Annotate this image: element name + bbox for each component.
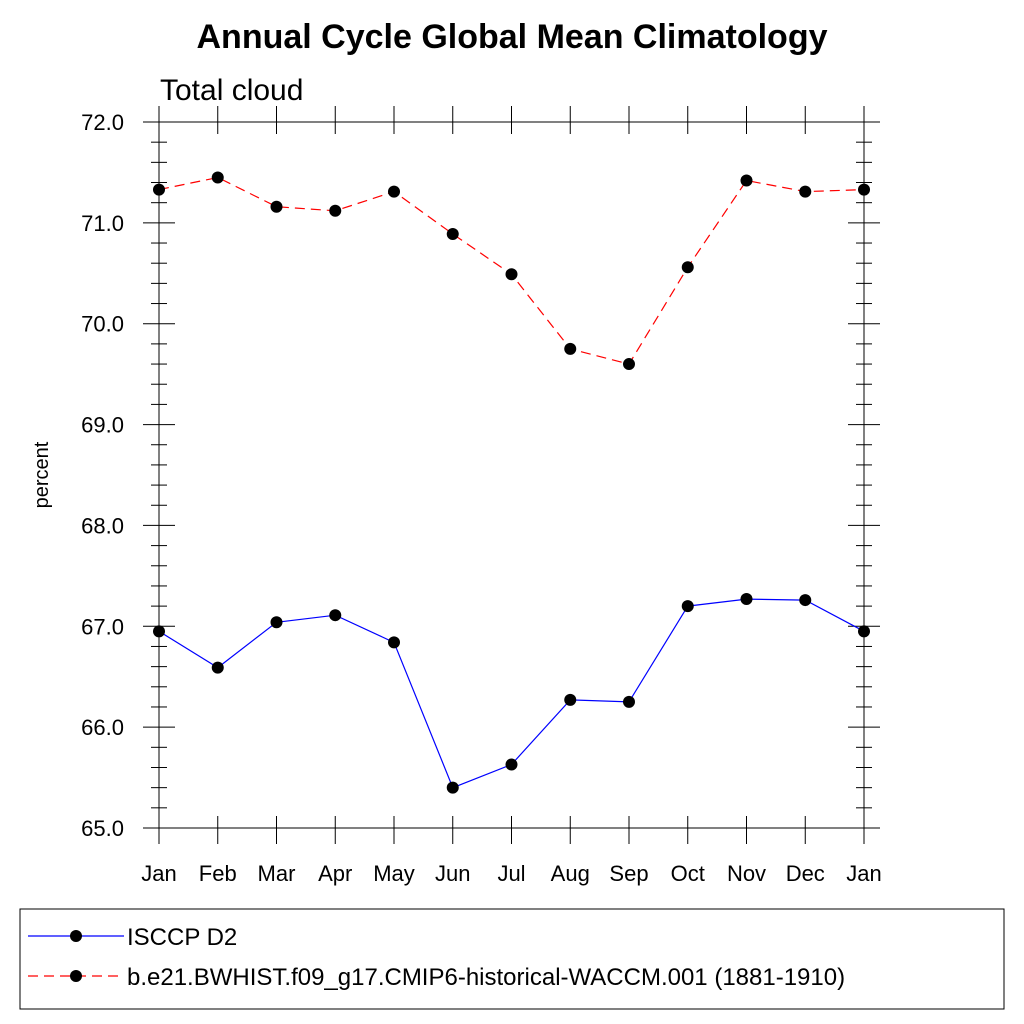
data-point-series-1 bbox=[623, 358, 635, 371]
data-point-series-1 bbox=[681, 261, 694, 274]
data-point-series-1 bbox=[270, 200, 283, 213]
data-point-series-0 bbox=[505, 758, 518, 771]
data-point-series-1 bbox=[329, 204, 342, 217]
data-point-series-0 bbox=[681, 600, 694, 613]
data-point-series-0 bbox=[740, 593, 753, 606]
data-point-series-1 bbox=[388, 185, 400, 198]
x-tick-label: Sep bbox=[609, 861, 648, 886]
data-point-series-1 bbox=[564, 342, 577, 355]
x-tick-label: Jan bbox=[846, 861, 881, 886]
x-tick-label: Jun bbox=[435, 861, 470, 886]
data-point-series-0 bbox=[388, 636, 400, 649]
x-tick-label: Jul bbox=[497, 861, 525, 886]
data-point-series-0 bbox=[623, 695, 635, 708]
x-tick-label: Apr bbox=[318, 861, 352, 886]
legend: ISCCP D2 b.e21.BWHIST.f09_g17.CMIP6-histo… bbox=[28, 924, 845, 991]
y-tick-label: 67.0 bbox=[81, 614, 124, 639]
chart-title: Annual Cycle Global Mean Climatology bbox=[197, 18, 828, 56]
x-tick-label: Aug bbox=[551, 861, 590, 886]
data-point-series-1 bbox=[153, 183, 165, 196]
y-tick-label: 70.0 bbox=[81, 312, 124, 337]
data-point-series-1 bbox=[211, 171, 224, 184]
data-point-series-1 bbox=[799, 185, 812, 198]
data-point-series-1 bbox=[858, 183, 870, 196]
data-point-series-0 bbox=[211, 661, 224, 674]
x-tick-label: Oct bbox=[671, 861, 705, 886]
data-point-series-0 bbox=[270, 616, 283, 629]
data-point-series-0 bbox=[446, 781, 459, 794]
legend-box bbox=[19, 908, 1005, 1010]
x-tick-label: Dec bbox=[786, 861, 825, 886]
data-point-series-0 bbox=[858, 625, 870, 638]
data-point-series-0 bbox=[799, 594, 812, 607]
data-point-series-1 bbox=[505, 268, 518, 281]
plot-frame bbox=[158, 121, 865, 829]
x-tick-label: Mar bbox=[258, 861, 296, 886]
y-tick-labels: 65.0 66.0 67.0 68.0 69.0 70.0 71.0 72.0 bbox=[81, 110, 124, 841]
data-point-series-0 bbox=[153, 625, 165, 638]
axes bbox=[143, 106, 880, 844]
x-tick-labels: Jan Feb Mar Apr May Jun Jul Aug Sep Oct Nov Dec Jan bbox=[141, 861, 881, 886]
x-tick-label: May bbox=[373, 861, 415, 886]
y-tick-label: 65.0 bbox=[81, 816, 124, 841]
x-tick-label: Nov bbox=[727, 861, 766, 886]
y-axis-label: percent bbox=[31, 441, 53, 508]
legend-marker-0 bbox=[70, 930, 82, 942]
series-layer bbox=[153, 171, 870, 794]
y-tick-label: 68.0 bbox=[81, 513, 124, 538]
legend-marker-1 bbox=[70, 970, 82, 982]
legend-label-1: b.e21.BWHIST.f09_g17.CMIP6-historical-WA… bbox=[127, 964, 845, 991]
y-tick-label: 71.0 bbox=[81, 211, 124, 236]
x-tick-label: Feb bbox=[199, 861, 237, 886]
chart-subtitle: Total cloud bbox=[160, 74, 303, 107]
x-tick-label: Jan bbox=[141, 861, 176, 886]
y-tick-label: 66.0 bbox=[81, 715, 124, 740]
data-point-series-1 bbox=[446, 227, 459, 240]
y-tick-label: 69.0 bbox=[81, 413, 124, 438]
y-tick-label: 72.0 bbox=[81, 110, 124, 135]
legend-label-0: ISCCP D2 bbox=[127, 924, 237, 951]
data-point-series-0 bbox=[329, 609, 342, 622]
data-point-series-0 bbox=[564, 693, 577, 706]
data-point-series-1 bbox=[740, 174, 753, 187]
